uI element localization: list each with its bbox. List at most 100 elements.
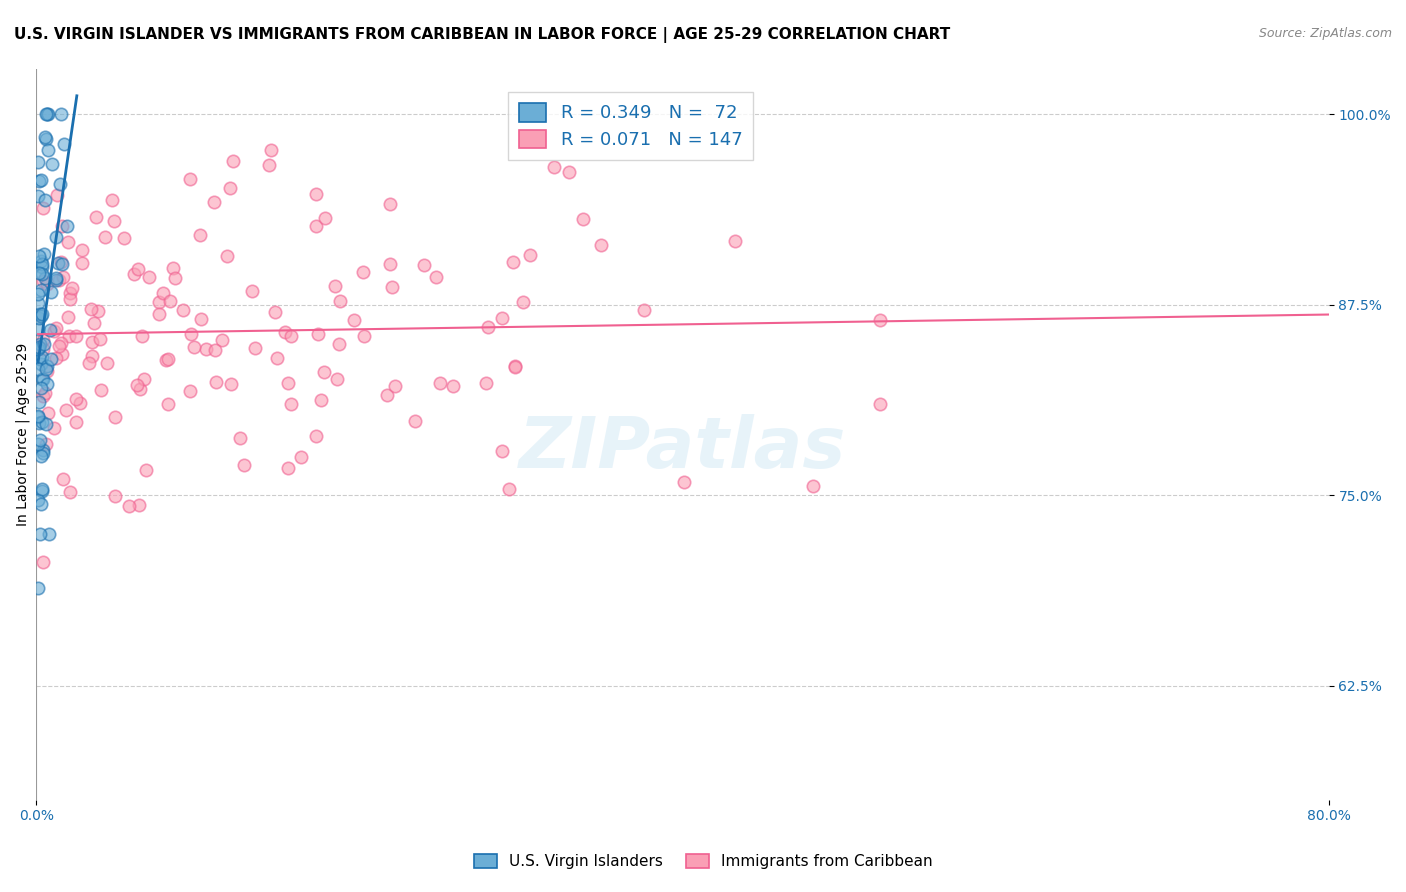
- Point: [127, 377, 149, 392]
- Point: [51, 336, 73, 351]
- Point: [266, 351, 288, 366]
- Point: [28, 416, 51, 430]
- Point: [148, 307, 170, 321]
- Point: [52, 270, 75, 285]
- Point: [69, 395, 91, 409]
- Point: [35, 107, 58, 121]
- Point: [55, 403, 77, 417]
- Point: [32, 555, 55, 569]
- Y-axis label: In Labor Force | Age 25-29: In Labor Force | Age 25-29: [15, 343, 30, 525]
- Point: [323, 279, 346, 293]
- Point: [45, 321, 67, 335]
- Point: [179, 384, 201, 399]
- Point: [100, 193, 122, 207]
- Point: [37, 107, 59, 121]
- Point: [28, 249, 51, 263]
- Point: [129, 382, 152, 396]
- Point: [77, 356, 100, 370]
- Point: [27, 343, 49, 357]
- Point: [52, 137, 75, 152]
- Point: [307, 327, 329, 342]
- Point: [353, 328, 375, 343]
- Point: [30, 283, 52, 297]
- Point: [127, 262, 149, 277]
- Point: [30, 357, 52, 371]
- Point: [314, 365, 336, 379]
- Point: [195, 342, 218, 356]
- Point: [31, 260, 53, 274]
- Point: [104, 489, 127, 503]
- Point: [90, 383, 112, 397]
- Point: [51, 257, 73, 271]
- Point: [34, 385, 56, 400]
- Point: [32, 372, 55, 386]
- Point: [135, 463, 157, 477]
- Point: [190, 227, 212, 242]
- Point: [31, 442, 53, 457]
- Point: [49, 254, 72, 268]
- Point: [30, 381, 52, 395]
- Point: [375, 388, 398, 402]
- Point: [28, 174, 51, 188]
- Point: [30, 351, 52, 366]
- Text: Source: ZipAtlas.com: Source: ZipAtlas.com: [1258, 27, 1392, 40]
- Point: [155, 352, 177, 367]
- Point: [41, 352, 63, 367]
- Point: [45, 230, 67, 244]
- Point: [42, 421, 65, 435]
- Point: [32, 343, 55, 357]
- Point: [543, 160, 565, 174]
- Point: [32, 201, 55, 215]
- Point: [404, 414, 426, 428]
- Point: [28, 395, 51, 409]
- Point: [80, 335, 103, 350]
- Point: [519, 248, 541, 262]
- Point: [37, 143, 59, 157]
- Point: [27, 362, 49, 376]
- Point: [27, 409, 49, 424]
- Point: [260, 143, 283, 157]
- Point: [352, 265, 374, 279]
- Point: [131, 329, 153, 343]
- Point: [159, 294, 181, 309]
- Point: [211, 333, 233, 347]
- Point: [31, 257, 53, 271]
- Point: [413, 259, 436, 273]
- Point: [32, 334, 55, 348]
- Point: [37, 359, 59, 373]
- Point: [869, 312, 891, 326]
- Point: [219, 377, 242, 392]
- Point: [48, 339, 70, 353]
- Point: [290, 450, 312, 464]
- Point: [45, 273, 67, 287]
- Point: [34, 270, 56, 285]
- Point: [35, 437, 58, 451]
- Point: [219, 181, 242, 195]
- Point: [165, 270, 187, 285]
- Point: [38, 527, 60, 541]
- Point: [59, 292, 82, 306]
- Point: [46, 256, 69, 270]
- Point: [32, 274, 55, 288]
- Point: [512, 295, 534, 310]
- Point: [35, 376, 58, 391]
- Point: [277, 376, 299, 390]
- Point: [35, 107, 58, 121]
- Point: [162, 261, 184, 276]
- Point: [441, 379, 464, 393]
- Point: [27, 436, 49, 450]
- Point: [31, 267, 53, 281]
- Point: [257, 158, 280, 172]
- Point: [32, 336, 55, 351]
- Point: [112, 231, 135, 245]
- Point: [65, 329, 87, 343]
- Point: [96, 356, 118, 370]
- Point: [35, 277, 58, 292]
- Point: [217, 248, 239, 262]
- Point: [264, 305, 287, 319]
- Point: [70, 243, 93, 257]
- Point: [172, 303, 194, 318]
- Point: [329, 293, 352, 308]
- Point: [103, 214, 125, 228]
- Point: [633, 303, 655, 318]
